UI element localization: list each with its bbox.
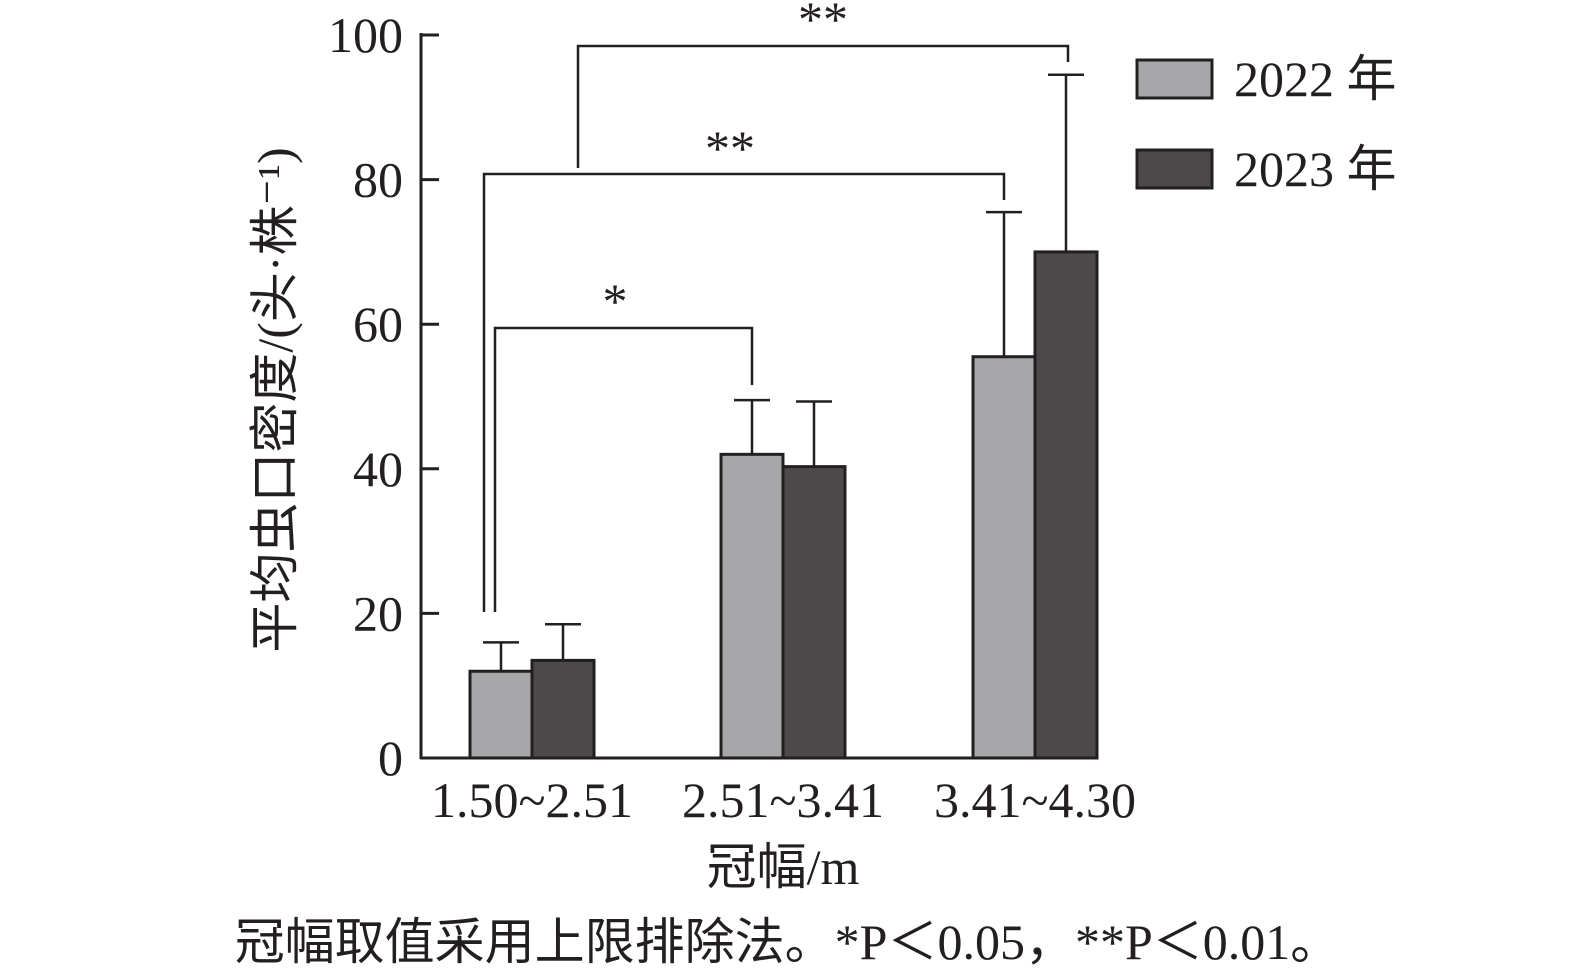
x-axis-label: 冠幅/m [707, 839, 860, 895]
bar [781, 465, 847, 760]
y-tick-label: 0 [378, 730, 403, 786]
y-tick-label: 80 [353, 152, 403, 208]
footnote: 冠幅取值采用上限排除法。*P＜0.05，**P＜0.01。 [234, 914, 1341, 970]
y-axis-label: 平均虫口密度/(头·株⁻¹) [247, 147, 303, 652]
y-tick-label: 60 [353, 296, 403, 352]
legend-swatch [1135, 148, 1214, 190]
y-tick-label: 100 [328, 7, 403, 63]
legend-label: 2023 年 [1234, 141, 1397, 197]
bar [719, 452, 785, 760]
bar [468, 669, 534, 760]
legend-swatch [1135, 58, 1214, 100]
bar [971, 355, 1037, 760]
significance-bracket [493, 326, 754, 612]
significance-bracket [576, 44, 1070, 168]
bar [530, 658, 596, 760]
x-tick-label: 2.51~3.41 [682, 772, 884, 828]
y-tick-label: 40 [353, 441, 403, 497]
x-tick-label: 3.41~4.30 [934, 772, 1136, 828]
legend-label: 2022 年 [1234, 51, 1397, 107]
significance-label: ** [705, 120, 755, 176]
x-tick-label: 1.50~2.51 [431, 772, 633, 828]
bar [1033, 250, 1099, 760]
y-tick-label: 20 [353, 585, 403, 641]
significance-label: ** [798, 0, 848, 47]
significance-bracket [482, 172, 1006, 612]
significance-label: * [603, 273, 628, 329]
